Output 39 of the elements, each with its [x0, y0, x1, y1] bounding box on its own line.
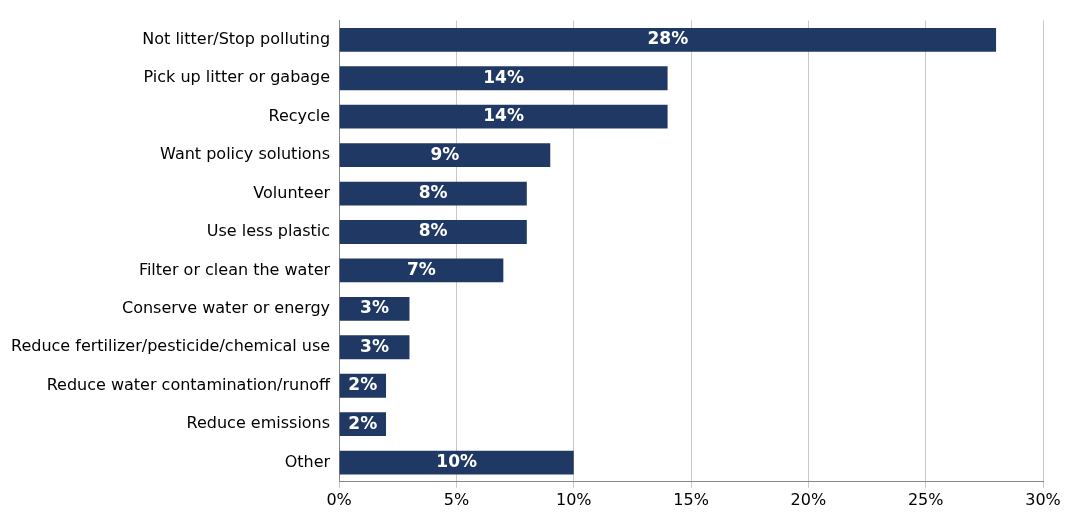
y-tick-label: Other — [284, 451, 331, 471]
data-label: 8% — [418, 220, 448, 241]
bar — [339, 27, 997, 52]
data-label: 3% — [360, 297, 389, 318]
data-label: 28% — [647, 28, 689, 49]
bar — [339, 181, 527, 206]
bar — [339, 104, 668, 129]
y-tick-label: Reduce fertilizer/pesticide/chemical use — [11, 336, 331, 356]
data-label: 2% — [348, 412, 378, 433]
y-tick-label: Not litter/Stop polluting — [142, 28, 331, 48]
data-label: 8% — [418, 181, 448, 202]
y-tick-label: Reduce water contamination/runoff — [46, 374, 332, 394]
x-tick-label: 20% — [790, 489, 827, 509]
data-label: 3% — [360, 335, 389, 356]
y-tick-label: Filter or clean the water — [138, 259, 331, 279]
data-label: 14% — [483, 105, 524, 126]
y-tick-label: Use less plastic — [206, 221, 331, 241]
data-label: 14% — [483, 66, 524, 87]
x-tick-label: 30% — [1025, 489, 1061, 509]
y-tick-label: Conserve water or energy — [121, 298, 331, 318]
x-tick-label: 15% — [673, 489, 709, 509]
x-tick-label: 10% — [555, 489, 592, 509]
data-label: 9% — [430, 143, 460, 164]
data-label: 10% — [436, 451, 478, 472]
bar — [339, 258, 504, 283]
y-tick-label: Pick up litter or gabage — [143, 67, 331, 87]
bar — [339, 143, 551, 168]
y-tick-label: Reduce emissions — [186, 413, 331, 433]
data-label: 7% — [407, 258, 436, 279]
bar — [339, 220, 527, 244]
bar — [339, 66, 668, 91]
data-label: 2% — [348, 374, 378, 395]
x-tick-label: 5% — [443, 489, 470, 509]
x-tick-label: 0% — [326, 489, 352, 509]
y-tick-label: Volunteer — [253, 182, 331, 202]
y-tick-label: Recycle — [268, 105, 331, 125]
bar — [339, 450, 574, 475]
y-tick-label: Want policy solutions — [160, 144, 331, 164]
x-tick-label: 25% — [907, 489, 944, 509]
